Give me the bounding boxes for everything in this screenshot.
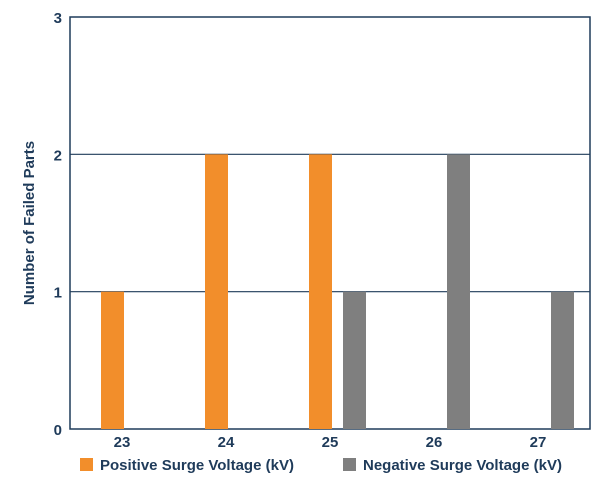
legend-label: Positive Surge Voltage (kV) bbox=[100, 457, 294, 474]
bar-negative-27 bbox=[551, 291, 574, 429]
x-tick-label: 23 bbox=[114, 434, 131, 451]
y-tick-label: 3 bbox=[54, 10, 62, 27]
bar-negative-25 bbox=[343, 291, 366, 429]
y-axis-label: Number of Failed Parts bbox=[21, 141, 38, 305]
legend-swatch bbox=[80, 458, 93, 471]
x-tick-label: 25 bbox=[322, 434, 339, 451]
bar-positive-23 bbox=[101, 291, 124, 429]
legend-swatch bbox=[343, 458, 356, 471]
bar-negative-26 bbox=[447, 154, 470, 430]
legend-label: Negative Surge Voltage (kV) bbox=[363, 457, 562, 474]
x-tick-label: 26 bbox=[426, 434, 443, 451]
y-tick-label: 0 bbox=[54, 422, 62, 439]
y-tick-label: 1 bbox=[54, 285, 62, 302]
bar-positive-24 bbox=[205, 154, 228, 430]
bar-positive-25 bbox=[309, 154, 332, 430]
x-tick-label: 24 bbox=[218, 434, 235, 451]
y-tick-label: 2 bbox=[54, 147, 62, 164]
x-tick-label: 27 bbox=[530, 434, 547, 451]
